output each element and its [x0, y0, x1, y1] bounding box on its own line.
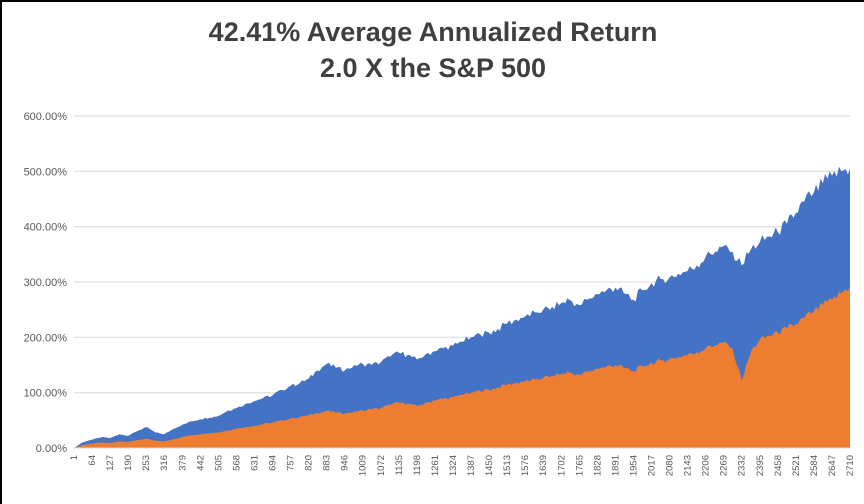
x-axis-tick-label: 1576 [520, 455, 531, 476]
x-axis-tick-label: 1387 [466, 455, 477, 476]
x-axis-tick-label: 1135 [394, 455, 405, 475]
x-axis-tick-label: 757 [286, 455, 297, 471]
x-axis-tick-label: 1891 [610, 455, 621, 476]
area-series-sp500 [74, 286, 850, 448]
x-axis-tick-label: 820 [304, 455, 315, 471]
x-axis-tick-label: 127 [105, 455, 116, 471]
x-axis-tick-label: 1009 [358, 455, 369, 476]
x-axis-tick-label: 1639 [538, 455, 549, 476]
x-axis-tick-label: 1324 [448, 455, 459, 476]
x-axis-tick-label: 1198 [412, 455, 423, 475]
x-axis-tick-label: 2521 [791, 455, 802, 476]
x-axis-tick-label: 2143 [683, 455, 694, 476]
chart-title-line1: 42.41% Average Annualized Return [208, 17, 658, 47]
x-axis-tick-label: 2458 [773, 455, 784, 476]
x-axis-tick-label: 253 [141, 455, 152, 471]
x-axis-tick-label: 631 [250, 455, 261, 471]
x-axis-tick-label: 946 [340, 455, 351, 471]
y-axis-tick-label: 0.00% [36, 443, 67, 455]
x-axis-tick-label: 1828 [592, 455, 603, 476]
x-axis-tick-label: 1702 [556, 455, 567, 476]
x-axis-tick-label: 883 [322, 455, 333, 471]
x-axis-tick-label: 1450 [484, 455, 495, 476]
x-axis-tick-label: 1 [69, 455, 80, 460]
x-axis-tick-label: 1954 [628, 455, 639, 476]
x-axis-tick-label: 2206 [701, 455, 712, 476]
y-axis-tick-label: 600.00% [24, 111, 68, 123]
chart-title-line2: 2.0 X the S&P 500 [319, 53, 547, 84]
x-axis-tick-label: 568 [231, 455, 242, 471]
y-axis-tick-label: 300.00% [24, 277, 68, 289]
x-axis-tick-label: 2647 [827, 455, 838, 476]
plot-area: 0.00% 100.00% 200.00% 300.00% 400.00% 500.00%… [24, 111, 856, 476]
x-axis-tick-label: 1765 [574, 455, 585, 476]
x-axis-tick-label: 64 [87, 455, 98, 466]
x-axis-tick-label: 2584 [809, 455, 820, 476]
y-axis-tick-label: 500.00% [24, 166, 68, 178]
x-axis-tick-label: 2710 [845, 455, 856, 476]
x-axis-tick-label: 2017 [647, 455, 658, 476]
x-axis-tick-label: 2395 [755, 455, 766, 476]
x-axis-tick-label: 442 [195, 455, 206, 471]
x-axis-tick-label: 316 [159, 455, 170, 471]
chart-title: 42.41% Average Annualized Return 2.0 X t… [2, 2, 864, 88]
x-axis-tick-label: 2080 [665, 455, 676, 476]
y-axis-tick-label: 200.00% [24, 332, 68, 344]
y-axis-tick-label: 100.00% [24, 388, 68, 400]
x-axis-tick-label: 379 [177, 455, 188, 471]
x-axis-tick-label: 505 [213, 455, 224, 471]
x-axis-tick-label: 1513 [502, 455, 513, 476]
x-axis-tick-label: 190 [123, 455, 134, 471]
x-axis-tick-label: 1072 [376, 455, 387, 476]
x-axis-tick-label: 694 [268, 455, 279, 471]
x-axis-tick-label: 2332 [737, 455, 748, 476]
y-axis-tick-label: 400.00% [24, 222, 68, 234]
x-axis-tick-label: 2269 [719, 455, 730, 476]
x-axis-tick-label: 1261 [430, 455, 441, 476]
